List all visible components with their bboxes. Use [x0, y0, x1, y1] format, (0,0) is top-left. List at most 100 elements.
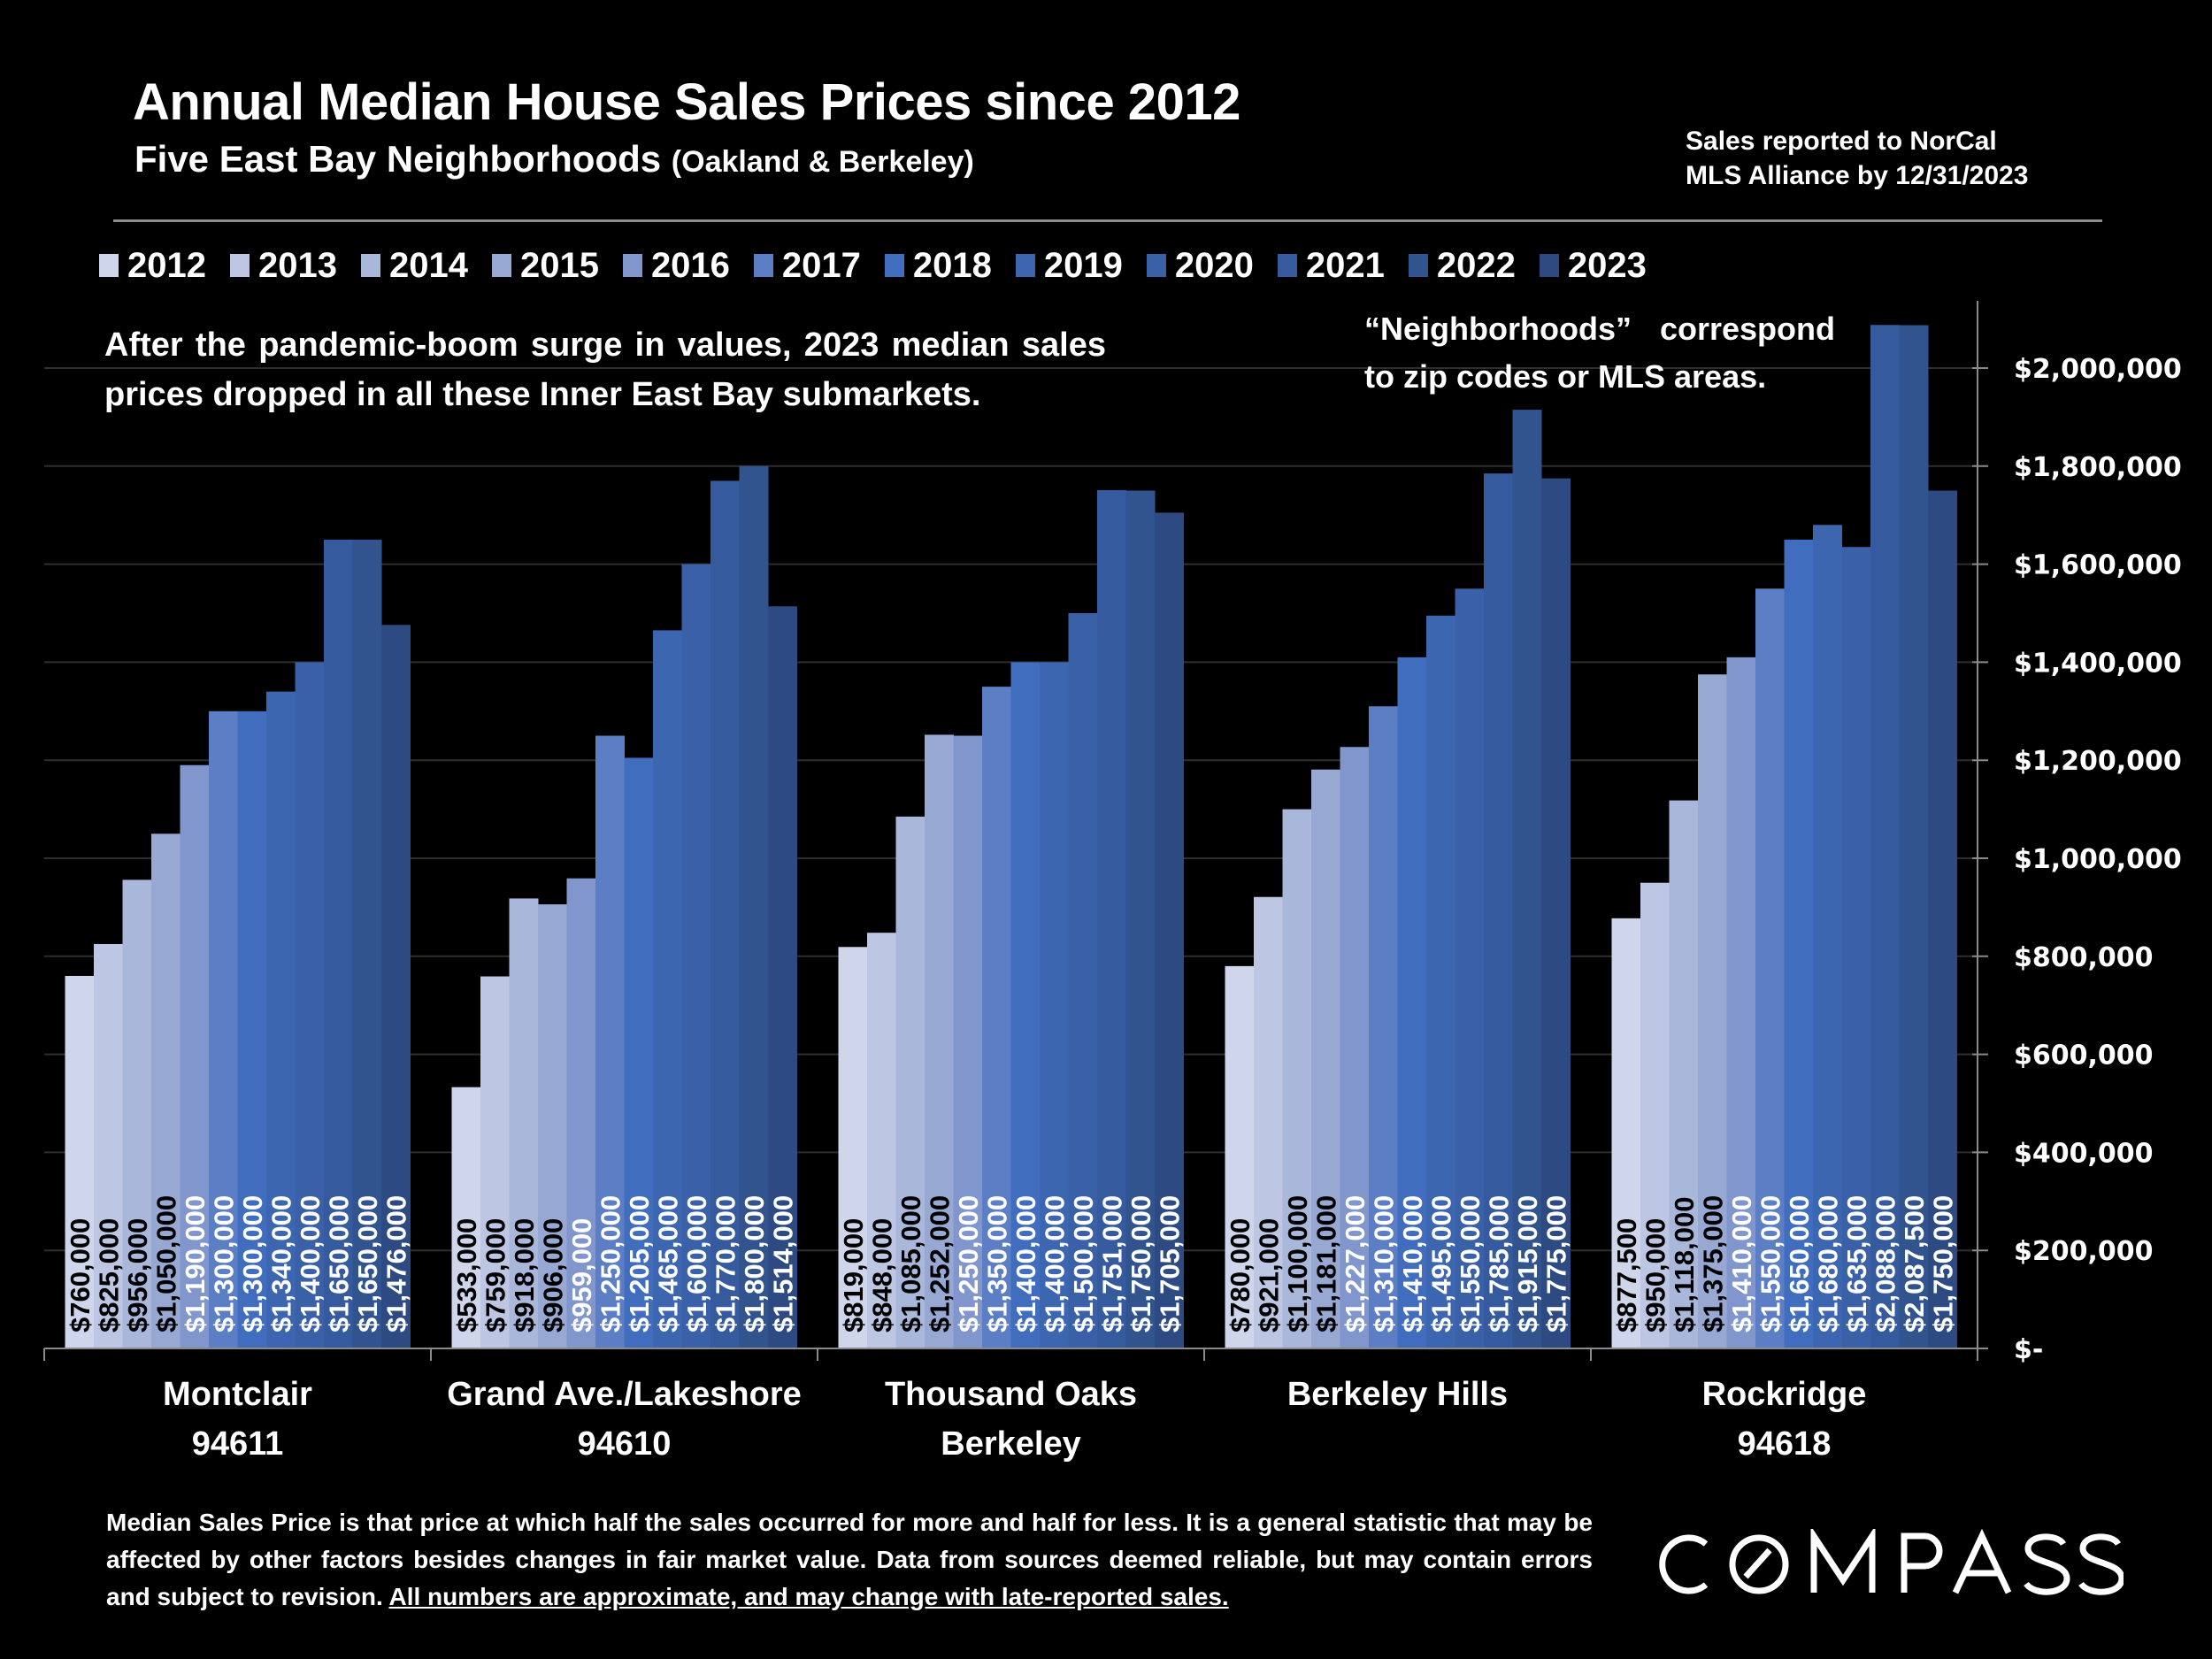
compass-logo-glyphs: [1659, 1529, 2124, 1595]
bar-berkeley-hills-2023: [1541, 478, 1571, 1348]
legend-swatch: [491, 254, 511, 277]
bar-grand-ave-lakeshore-2023: [768, 606, 797, 1348]
bar-rockridge-2021: [1870, 325, 1900, 1348]
legend-item-2021: 2021: [1277, 245, 1385, 286]
legend-item-2018: 2018: [884, 246, 992, 286]
bar-thousand-oaks-2012: [838, 947, 868, 1348]
legend-swatch: [99, 254, 119, 277]
data-label: $1,495,000: [1425, 1195, 1456, 1333]
category-label-4: Rockridge 94618: [1591, 1370, 1978, 1469]
data-label: $1,190,000: [180, 1195, 211, 1333]
legend-label: 2014: [388, 245, 468, 285]
legend-item-2023: 2023: [1539, 246, 1647, 286]
data-label: $956,000: [122, 1218, 153, 1333]
bar-rockridge-2020: [1841, 547, 1871, 1348]
data-label: $1,800,000: [739, 1195, 770, 1333]
header-divider: [113, 219, 2102, 222]
data-label: $1,785,000: [1483, 1195, 1514, 1333]
legend-item-2014: 2014: [360, 245, 468, 286]
bar-grand-ave-lakeshore-2014: [509, 898, 539, 1348]
data-label: $1,476,000: [380, 1195, 411, 1333]
data-label: $1,915,000: [1512, 1195, 1543, 1333]
data-label: $1,252,000: [924, 1195, 955, 1333]
data-label: $1,310,000: [1368, 1195, 1399, 1333]
bar-berkeley-hills-2018: [1397, 657, 1427, 1348]
data-label: $950,000: [1640, 1218, 1671, 1333]
legend-label: 2021: [1305, 245, 1385, 285]
data-label: $1,705,000: [1154, 1195, 1185, 1333]
legend-item-2013: 2013: [229, 246, 337, 286]
legend-item-2012: 2012: [99, 246, 206, 286]
bar-thousand-oaks-2013: [867, 933, 896, 1348]
bar-grand-ave-lakeshore-2022: [739, 465, 769, 1348]
chart-title: Annual Median House Sales Prices since 2…: [133, 73, 1240, 131]
category-name: Grand Ave./Lakeshore: [447, 1376, 802, 1413]
data-label: $2,087,500: [1899, 1195, 1930, 1333]
data-label: $533,000: [451, 1218, 482, 1333]
legend-label: 2015: [519, 245, 599, 285]
chart-legend: 2012 2013 2014 2015 2016 2017 2018 2019 2020 2021…: [99, 242, 1671, 288]
y-tick-label: $1,200,000: [2014, 746, 2182, 777]
data-label: $1,500,000: [1068, 1195, 1099, 1333]
legend-swatch: [360, 254, 380, 277]
legend-item-2015: 2015: [491, 245, 599, 286]
data-label: $1,600,000: [681, 1195, 712, 1333]
source-note-line2: MLS Alliance by 12/31/2023: [1686, 161, 2029, 190]
y-tick-label: $1,000,000: [2014, 844, 2182, 875]
category-subname: Berkeley: [941, 1425, 1081, 1463]
bar-grand-ave-lakeshore-2012: [451, 1087, 481, 1348]
bar-thousand-oaks-2020: [1068, 613, 1098, 1348]
bar-montclair-2019: [266, 691, 296, 1348]
bar-thousand-oaks-2015: [925, 734, 954, 1348]
bar-berkeley-hills-2019: [1426, 615, 1455, 1348]
bar-berkeley-hills-2017: [1369, 706, 1398, 1348]
footnote: Median Sales Price is that price at whic…: [106, 1504, 1593, 1616]
y-tick-label: $400,000: [2014, 1138, 2154, 1169]
data-label: $1,775,000: [1540, 1195, 1571, 1333]
bar-thousand-oaks-2023: [1155, 512, 1184, 1348]
bar-grand-ave-lakeshore-2019: [653, 630, 682, 1348]
bar-rockridge-2014: [1669, 800, 1699, 1348]
bar-grand-ave-lakeshore-2016: [566, 878, 596, 1348]
category-name: Rockridge: [1701, 1376, 1867, 1413]
data-label: $2,088,000: [1870, 1195, 1901, 1333]
data-label: $1,410,000: [1726, 1195, 1757, 1333]
bar-montclair-2014: [122, 879, 152, 1348]
subtitle-main: Five East Bay Neighborhoods: [134, 138, 662, 180]
data-label: $1,085,000: [895, 1195, 926, 1333]
category-label-3: Berkeley Hills: [1204, 1370, 1591, 1419]
bar-berkeley-hills-2016: [1340, 747, 1370, 1348]
legend-swatch: [1015, 254, 1035, 277]
y-tick-labels: $- $200,000 $400,000 $600,000 $800,000 $1,000…: [2014, 354, 2182, 1365]
bar-montclair-2020: [295, 662, 325, 1348]
data-label: $759,000: [480, 1218, 511, 1333]
data-label: $1,750,000: [1125, 1195, 1156, 1333]
bar-rockridge-2013: [1640, 882, 1670, 1348]
data-label: $819,000: [838, 1218, 869, 1333]
data-label: $1,550,000: [1455, 1195, 1486, 1333]
data-label: $1,100,000: [1282, 1195, 1313, 1333]
bar-thousand-oaks-2021: [1097, 489, 1126, 1348]
bar-rockridge-2022: [1899, 325, 1929, 1348]
axes: [43, 301, 1988, 1361]
y-tick-label: $-: [2014, 1334, 2043, 1365]
data-label: $1,400,000: [1039, 1195, 1070, 1333]
data-label: $1,410,000: [1397, 1195, 1428, 1333]
bar-thousand-oaks-2014: [895, 816, 926, 1348]
bar-berkeley-hills-2013: [1254, 896, 1283, 1348]
y-tick-label: $200,000: [2014, 1236, 2154, 1267]
legend-label: 2016: [650, 245, 730, 285]
bar-rockridge-2019: [1813, 525, 1842, 1348]
data-label: $1,400,000: [295, 1195, 326, 1333]
legend-label: 2019: [1043, 245, 1123, 285]
bar-thousand-oaks-2019: [1040, 662, 1069, 1348]
bar-thousand-oaks-2017: [982, 687, 1011, 1348]
data-label: $921,000: [1253, 1218, 1284, 1333]
bar-rockridge-2017: [1755, 588, 1785, 1348]
data-label: $1,650,000: [1784, 1195, 1815, 1333]
legend-swatch: [1408, 254, 1428, 277]
bar-montclair-2023: [381, 625, 411, 1348]
bar-rockridge-2012: [1611, 918, 1641, 1348]
legend-item-2016: 2016: [622, 245, 730, 286]
